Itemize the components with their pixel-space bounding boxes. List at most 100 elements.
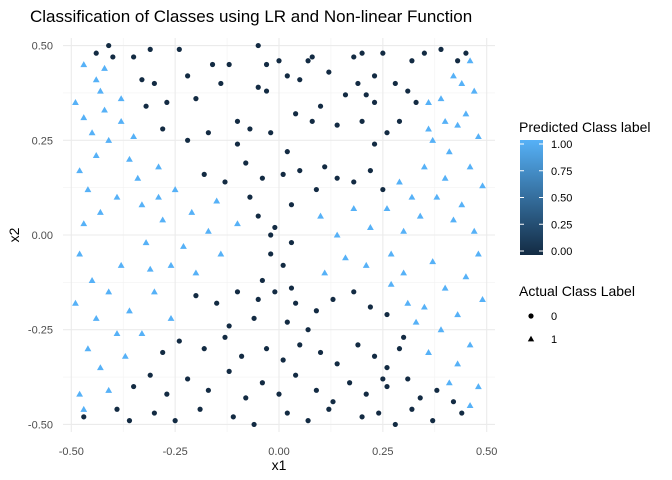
- shape-legend-label: 0: [551, 311, 557, 323]
- data-point-triangle: [142, 239, 150, 246]
- data-point-circle: [459, 410, 465, 416]
- data-point-circle: [81, 414, 87, 420]
- x-axis-ticks: -0.50 -0.25 0.00 0.25 0.50: [59, 446, 498, 458]
- data-point-triangle: [466, 341, 474, 348]
- data-point-triangle: [474, 250, 482, 257]
- data-point-triangle: [167, 314, 175, 321]
- data-point-triangle: [350, 205, 358, 212]
- data-point-circle: [106, 42, 112, 49]
- data-point-circle: [143, 103, 149, 109]
- data-point-triangle: [213, 197, 221, 204]
- x-tick-label: -0.50: [59, 446, 84, 458]
- data-point-triangle: [84, 345, 92, 352]
- data-point-triangle: [96, 208, 104, 215]
- data-point-circle: [268, 232, 274, 238]
- data-point-triangle: [192, 269, 200, 276]
- data-point-triangle: [433, 193, 441, 200]
- data-point-circle: [305, 327, 311, 333]
- data-point-circle: [243, 395, 249, 401]
- y-axis-title: x2: [6, 227, 22, 242]
- data-point-circle: [214, 300, 220, 306]
- x-tick-label: 0.25: [372, 446, 393, 458]
- color-bar: [520, 140, 543, 255]
- data-point-triangle: [167, 261, 175, 268]
- data-point-triangle: [462, 110, 470, 117]
- data-point-triangle: [441, 284, 449, 291]
- data-point-circle: [409, 58, 415, 64]
- data-point-circle: [463, 50, 469, 56]
- data-point-circle: [313, 308, 319, 314]
- data-point-circle: [438, 46, 444, 52]
- data-point-circle: [222, 179, 228, 185]
- data-point-circle: [255, 42, 261, 49]
- data-point-circle: [234, 118, 241, 124]
- color-bar-tick-label: 1.00: [551, 139, 572, 151]
- data-point-circle: [380, 186, 386, 193]
- data-point-circle: [263, 61, 270, 68]
- data-point-triangle: [466, 57, 474, 64]
- data-point-triangle: [101, 106, 108, 113]
- data-point-circle: [434, 387, 440, 393]
- data-point-triangle: [180, 242, 187, 249]
- shape-legend-title: Actual Class Label: [519, 283, 635, 299]
- data-point-triangle: [88, 129, 96, 136]
- data-point-triangle: [113, 330, 121, 337]
- data-point-circle: [297, 77, 303, 83]
- data-point-circle: [288, 239, 295, 246]
- data-point-circle: [131, 54, 137, 60]
- data-point-circle: [193, 96, 199, 102]
- data-point-triangle: [400, 269, 408, 276]
- data-point-circle: [268, 130, 274, 136]
- data-points: [72, 42, 486, 428]
- data-point-circle: [160, 126, 166, 132]
- data-point-circle: [305, 58, 311, 64]
- data-point-triangle: [396, 178, 403, 185]
- data-point-circle: [280, 357, 286, 363]
- shape-legend-entries: 01: [527, 311, 557, 346]
- x-axis-title: x1: [272, 457, 287, 473]
- legend-triangle-icon: [527, 335, 535, 342]
- data-point-triangle: [454, 311, 462, 318]
- data-point-circle: [201, 171, 207, 177]
- data-point-circle: [205, 387, 211, 393]
- data-point-triangle: [150, 288, 158, 295]
- data-point-circle: [313, 387, 319, 393]
- data-point-circle: [351, 289, 357, 295]
- data-point-circle: [164, 391, 170, 397]
- data-point-circle: [284, 73, 290, 79]
- data-point-circle: [185, 376, 191, 382]
- shape-legend-label: 1: [551, 334, 557, 346]
- data-point-circle: [247, 126, 253, 132]
- color-bar-tick-label: 0.00: [551, 246, 572, 258]
- data-point-triangle: [105, 136, 113, 143]
- data-point-triangle: [466, 163, 474, 170]
- data-point-circle: [367, 304, 373, 310]
- data-point-circle: [334, 122, 340, 128]
- data-point-circle: [455, 58, 461, 64]
- plot-panel: [63, 38, 495, 432]
- data-point-triangle: [117, 117, 125, 124]
- data-point-circle: [330, 296, 336, 303]
- data-point-circle: [284, 149, 290, 155]
- data-point-circle: [255, 213, 261, 219]
- data-point-circle: [384, 130, 390, 136]
- data-point-circle: [309, 54, 315, 60]
- data-point-triangle: [159, 216, 167, 223]
- data-point-triangle: [317, 212, 324, 219]
- data-point-triangle: [84, 186, 92, 193]
- data-point-triangle: [366, 224, 374, 230]
- data-point-triangle: [408, 193, 416, 200]
- data-point-triangle: [450, 216, 457, 223]
- grid-lines: [63, 38, 495, 432]
- data-point-circle: [417, 395, 423, 401]
- data-point-circle: [363, 92, 369, 98]
- data-point-circle: [293, 111, 299, 117]
- data-point-circle: [272, 224, 278, 231]
- data-point-circle: [151, 80, 157, 87]
- data-point-circle: [413, 99, 419, 106]
- data-point-circle: [392, 80, 398, 87]
- data-point-circle: [205, 130, 211, 136]
- x-tick-label: 0.00: [268, 446, 289, 458]
- data-point-circle: [147, 46, 153, 52]
